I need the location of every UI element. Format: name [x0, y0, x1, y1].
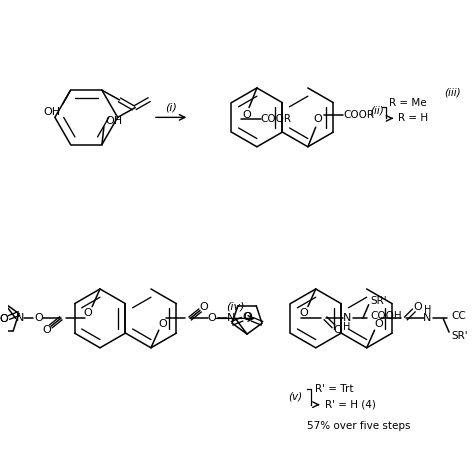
Text: O: O	[43, 325, 51, 335]
Text: (i): (i)	[164, 102, 176, 112]
Text: N: N	[423, 313, 432, 323]
Text: O: O	[0, 314, 8, 324]
Text: SR': SR'	[451, 331, 468, 341]
Text: (iv): (iv)	[226, 301, 245, 311]
Text: R = H: R = H	[398, 113, 428, 123]
Text: H: H	[424, 305, 431, 315]
Text: N: N	[343, 313, 351, 323]
Text: COOR: COOR	[343, 110, 374, 120]
Text: (iii): (iii)	[444, 88, 461, 98]
Text: O: O	[243, 110, 252, 120]
Text: OH: OH	[105, 116, 122, 126]
Text: O: O	[35, 313, 44, 323]
Text: O: O	[200, 301, 208, 311]
Text: COOR: COOR	[261, 114, 292, 124]
Text: O: O	[313, 114, 322, 124]
Text: H: H	[344, 322, 351, 332]
Text: O: O	[300, 308, 309, 318]
Text: O: O	[158, 319, 167, 329]
Text: O: O	[413, 301, 422, 311]
Text: (ii): (ii)	[371, 106, 384, 116]
Text: R' = H (4): R' = H (4)	[325, 400, 375, 410]
Text: SR': SR'	[371, 296, 387, 306]
Text: (v): (v)	[288, 392, 302, 402]
Text: R = Me: R = Me	[389, 98, 427, 108]
Text: O: O	[333, 325, 342, 335]
Text: O: O	[0, 314, 9, 324]
Text: O: O	[374, 319, 383, 329]
Text: O: O	[208, 313, 216, 323]
Text: 57% over five steps: 57% over five steps	[307, 421, 410, 431]
Text: O: O	[84, 308, 92, 318]
Text: COOH: COOH	[371, 311, 402, 321]
Text: CC: CC	[451, 311, 466, 321]
Text: O: O	[243, 312, 252, 322]
Text: N: N	[227, 313, 236, 323]
Text: R' = Trt: R' = Trt	[315, 384, 353, 394]
Text: OH: OH	[44, 107, 61, 117]
Text: O: O	[243, 312, 251, 322]
Text: N: N	[16, 313, 24, 323]
